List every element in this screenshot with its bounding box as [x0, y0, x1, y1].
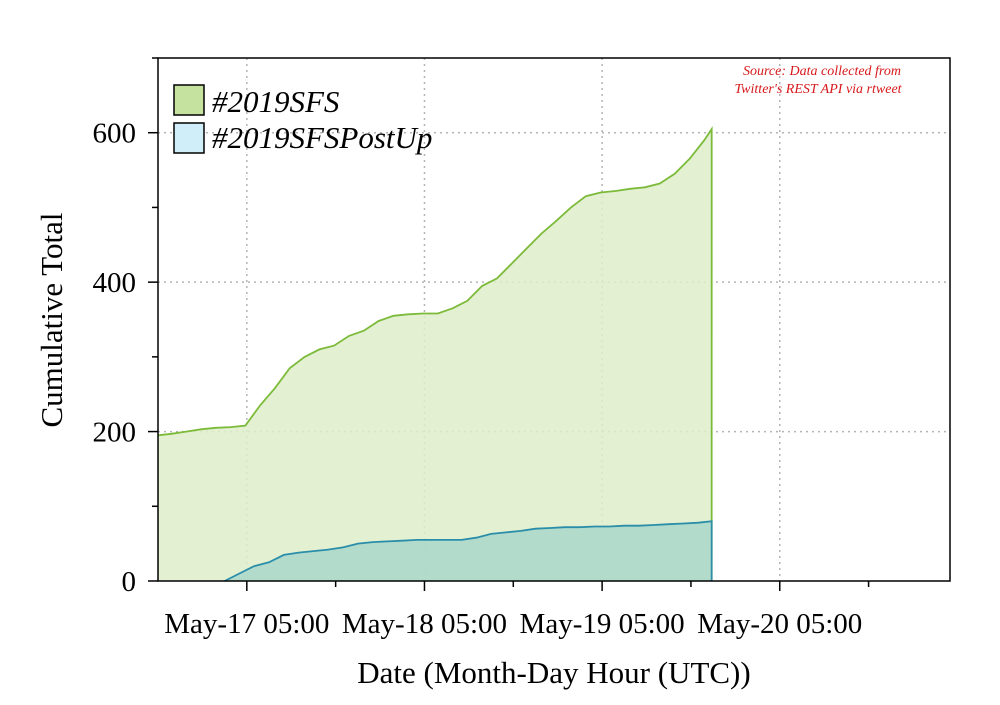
y-tick-label-1: 200: [93, 417, 137, 449]
y-tick-label-2: 400: [93, 267, 137, 299]
x-axis-label: Date (Month-Day Hour (UTC)): [357, 655, 750, 690]
x-tick-label-1: May-18 05:00: [342, 608, 507, 640]
plot-frame: [157, 57, 951, 582]
line-series-0: [157, 126, 713, 582]
y-tick-label-3: 600: [93, 118, 137, 150]
legend: #2019SFS #2019SFSPostUp: [173, 84, 432, 155]
legend-label-2019sfspostup: #2019SFSPostUp: [212, 120, 432, 155]
legend-label-2019sfs: #2019SFS: [212, 84, 339, 119]
y-tick-label-0: 0: [122, 566, 137, 598]
y-axis-label: Cumulative Total: [34, 212, 69, 427]
area-series-0: [158, 129, 712, 581]
source-note-line-1: Source: Data collected from: [743, 64, 901, 79]
line-series-1: [224, 520, 713, 582]
series-areas: [157, 126, 713, 582]
x-tick-label-2: May-19 05:00: [520, 608, 685, 640]
legend-swatch-2019sfspostup: [173, 122, 205, 154]
source-note-line-2: Twitter's REST API via rtweet: [734, 82, 902, 97]
legend-swatch-2019sfs: [173, 84, 205, 116]
axis-ticks: May-17 05:00 May-18 05:00 May-19 05:00 May-…: [93, 57, 870, 640]
x-tick-label-0: May-17 05:00: [164, 608, 329, 640]
area-series-1: [224, 521, 712, 581]
x-tick-label-3: May-20 05:00: [697, 608, 862, 640]
